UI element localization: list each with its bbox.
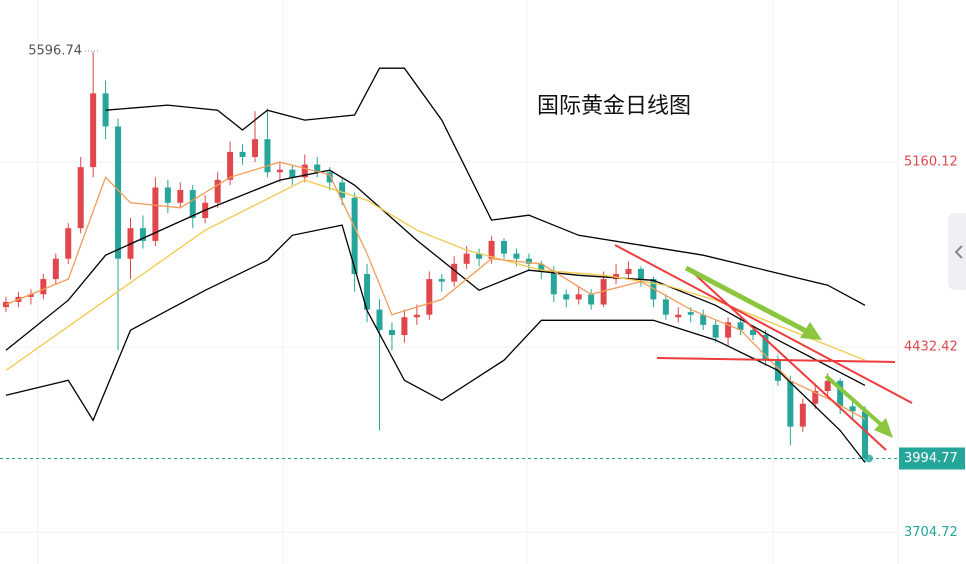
candle-body bbox=[501, 240, 507, 254]
candle-body bbox=[625, 268, 632, 274]
trend-line bbox=[614, 244, 913, 404]
candle-body bbox=[725, 322, 732, 338]
candle-body bbox=[189, 190, 196, 219]
candle-body bbox=[289, 169, 296, 178]
candle-body bbox=[787, 380, 794, 427]
candle-body bbox=[426, 279, 433, 315]
y-tick-label: 4432.42 bbox=[904, 340, 958, 355]
candle-body bbox=[401, 317, 408, 336]
candle-body bbox=[451, 263, 458, 282]
indicator-line bbox=[5, 169, 866, 386]
candle-body bbox=[488, 240, 495, 259]
candle-body bbox=[77, 167, 84, 229]
candle-body bbox=[600, 279, 607, 305]
candle-body bbox=[413, 314, 420, 318]
side-tab[interactable] bbox=[948, 213, 966, 290]
y-tick-label: 3704.72 bbox=[904, 525, 958, 540]
candle-body bbox=[164, 187, 171, 203]
candle-body bbox=[637, 268, 644, 280]
candle-body bbox=[264, 139, 271, 173]
candle-body bbox=[3, 301, 9, 308]
trend-line bbox=[687, 267, 887, 451]
candle-body bbox=[339, 182, 346, 198]
y-tick-label: 5160.12 bbox=[904, 155, 958, 170]
candle-body bbox=[239, 151, 246, 157]
candle-body bbox=[314, 164, 321, 173]
candle-body bbox=[27, 294, 34, 297]
candle-body bbox=[376, 309, 383, 330]
candle-body bbox=[276, 169, 283, 173]
last-price-dot bbox=[865, 454, 873, 463]
candle-body bbox=[326, 172, 333, 183]
arrow-head bbox=[800, 322, 822, 340]
candle-body bbox=[214, 179, 221, 203]
indicator-line bbox=[5, 161, 866, 420]
trend-arrow bbox=[824, 374, 887, 430]
candle-body bbox=[563, 294, 570, 300]
candle-body bbox=[177, 190, 184, 203]
arrow-head bbox=[874, 418, 893, 438]
candle-body bbox=[824, 380, 831, 392]
candle-body bbox=[227, 151, 234, 180]
candle-body bbox=[301, 164, 308, 178]
annotations bbox=[614, 244, 913, 451]
candle-body bbox=[575, 294, 582, 300]
candle-body bbox=[152, 187, 159, 241]
candle-body bbox=[388, 329, 395, 336]
plot: 5160.12 4432.42 3704.72 bbox=[0, 51, 958, 540]
time-grid bbox=[37, 0, 899, 564]
candle-body bbox=[550, 271, 557, 295]
candle-body bbox=[837, 380, 844, 407]
indicator-line bbox=[5, 224, 866, 463]
indicator-line bbox=[105, 67, 866, 306]
candle-body bbox=[463, 253, 470, 264]
candle-body bbox=[588, 294, 595, 305]
candle-body bbox=[538, 263, 545, 272]
candle-body bbox=[750, 329, 756, 336]
candle-body bbox=[849, 406, 856, 412]
candle-body bbox=[687, 312, 694, 315]
candle-body bbox=[90, 93, 97, 168]
candle-body bbox=[139, 228, 146, 241]
high-label: 5596.74 bbox=[28, 43, 82, 58]
chevron-icon bbox=[954, 245, 963, 259]
trend-arrow bbox=[684, 265, 810, 335]
indicator-line bbox=[5, 179, 866, 371]
candle-body bbox=[52, 258, 59, 280]
candle-body bbox=[762, 335, 769, 361]
candle-body bbox=[438, 279, 445, 282]
last-price-label: 3994.77 bbox=[904, 451, 958, 466]
candle-body bbox=[613, 273, 620, 280]
candle-body bbox=[252, 139, 258, 157]
candle-body bbox=[115, 126, 122, 259]
candle-body bbox=[675, 314, 682, 318]
candle-body bbox=[525, 258, 532, 264]
candle-body bbox=[712, 324, 719, 338]
chart-title: 国际黄金日线图 bbox=[537, 94, 691, 119]
candle-body bbox=[513, 253, 520, 259]
candle-body bbox=[476, 253, 483, 259]
candle-body bbox=[65, 228, 72, 259]
candle-body bbox=[812, 391, 819, 404]
candle-body bbox=[862, 411, 869, 459]
trend-line bbox=[656, 357, 896, 363]
candle-body bbox=[799, 403, 806, 427]
candle-body bbox=[700, 314, 707, 325]
last-price-box bbox=[899, 447, 965, 470]
candle-body bbox=[662, 299, 669, 315]
candle-body bbox=[364, 273, 371, 310]
candle-body bbox=[351, 197, 358, 274]
candle-body bbox=[737, 322, 744, 330]
candle-body bbox=[40, 279, 47, 295]
